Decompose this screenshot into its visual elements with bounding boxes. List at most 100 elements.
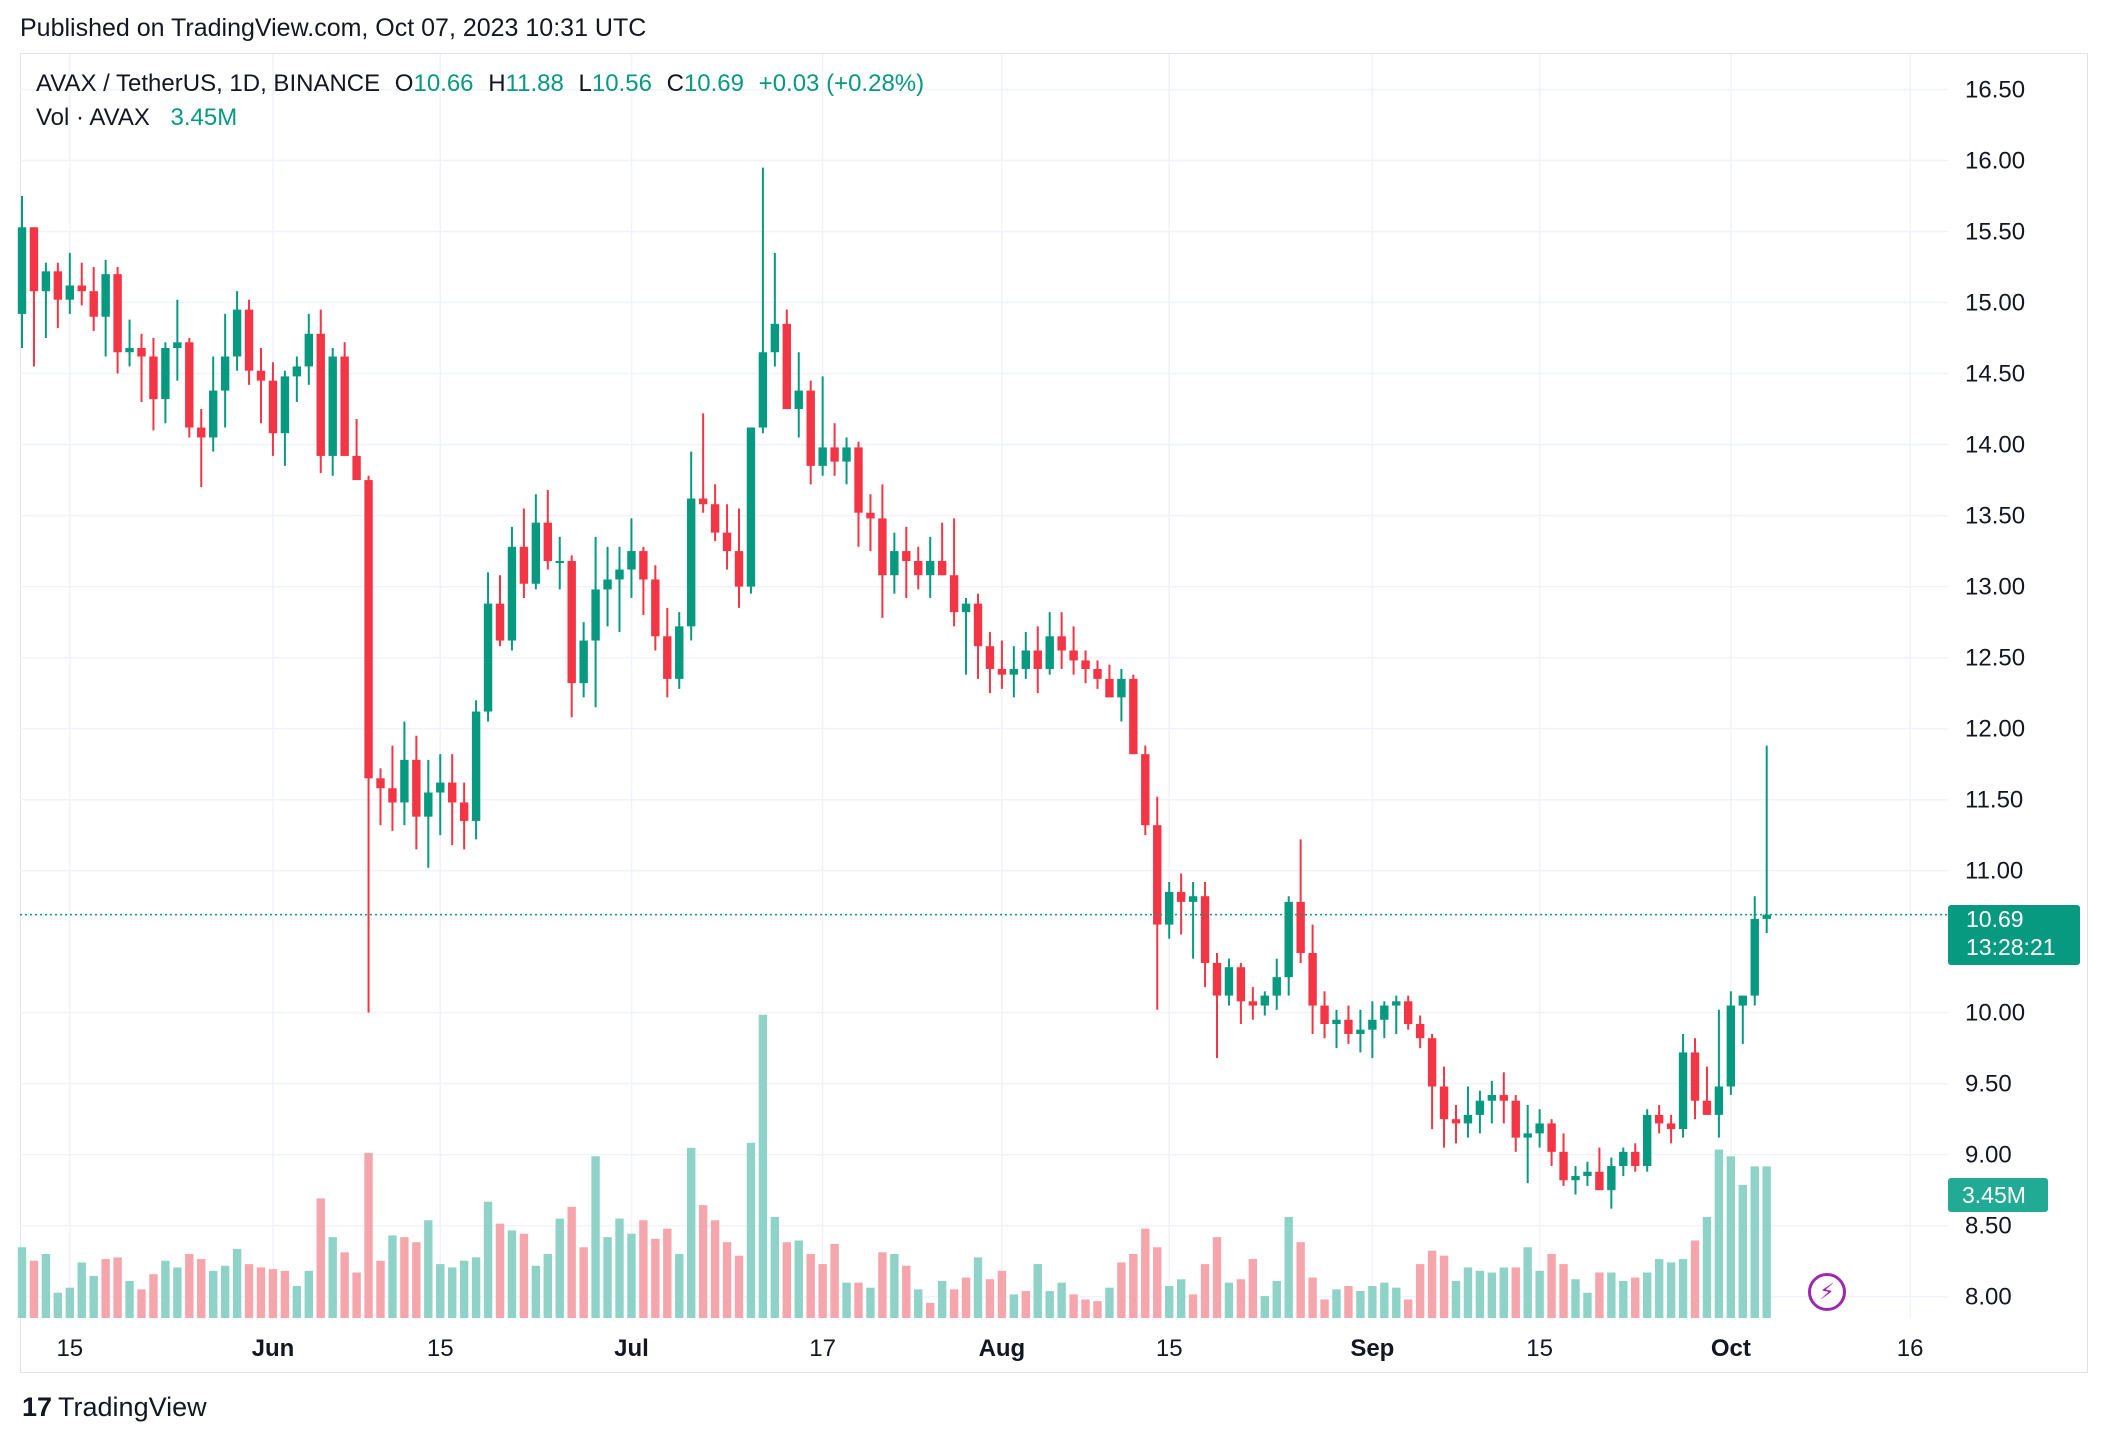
- volume-bar: [1093, 1301, 1102, 1318]
- candle-body: [1583, 1171, 1592, 1176]
- volume-bar: [340, 1252, 349, 1318]
- volume-bar: [1762, 1166, 1771, 1318]
- candle-body: [352, 455, 361, 481]
- candle-body: [1750, 918, 1759, 996]
- low-value: L10.56: [578, 70, 652, 97]
- candle-body: [412, 759, 421, 817]
- candle-body: [268, 380, 278, 434]
- volume-bar: [1248, 1259, 1258, 1318]
- time-tick-label: 17: [809, 1335, 836, 1362]
- volume-bar: [1415, 1264, 1425, 1318]
- candle-body: [1678, 1052, 1688, 1130]
- candle-body: [101, 274, 110, 317]
- volume-bar: [77, 1262, 86, 1318]
- volume-bar: [1738, 1184, 1747, 1318]
- volume-bar: [376, 1260, 385, 1318]
- symbol-legend: AVAX / TetherUS, 1D, BINANCE O10.66 H11.…: [36, 70, 932, 98]
- volume-bar: [1212, 1237, 1222, 1318]
- volume-legend-value: 3.45M: [170, 104, 238, 131]
- time-tick-label: Jul: [614, 1335, 649, 1362]
- volume-bar: [89, 1275, 98, 1318]
- candle-body: [567, 561, 576, 684]
- volume-bar: [232, 1248, 242, 1318]
- volume-bar: [29, 1260, 39, 1318]
- grid: [20, 54, 1948, 1318]
- price-tick-label: 10.00: [1965, 1000, 2025, 1027]
- candle-body: [376, 778, 385, 789]
- candle-body: [1666, 1123, 1676, 1130]
- candle-body: [1595, 1171, 1604, 1191]
- candle-body: [1487, 1095, 1497, 1101]
- volume-bar: [65, 1287, 74, 1318]
- candle-body: [1057, 636, 1066, 651]
- volume-bar: [627, 1233, 636, 1318]
- candles: [17, 167, 1771, 1209]
- volume-bar: [997, 1270, 1007, 1318]
- candle-body: [53, 271, 63, 300]
- candle-body: [459, 802, 469, 821]
- volume-bar: [1523, 1247, 1532, 1318]
- candle-body: [710, 504, 720, 533]
- volume-bar: [1284, 1216, 1293, 1318]
- volume-bar: [471, 1257, 481, 1318]
- candle-body: [507, 546, 517, 641]
- candle-body: [949, 575, 959, 613]
- candle-body: [543, 522, 552, 562]
- candle-body: [17, 227, 27, 314]
- candle-body: [29, 227, 39, 292]
- volume-bar: [1427, 1250, 1437, 1318]
- volume-bar: [1344, 1285, 1353, 1318]
- price-tick-label: 16.50: [1965, 77, 2025, 104]
- volume-bar: [17, 1247, 27, 1318]
- volume-bar: [1463, 1267, 1473, 1318]
- candle-body: [866, 512, 875, 519]
- candle-body: [698, 498, 708, 505]
- volume-bar: [1392, 1287, 1401, 1318]
- candle-body: [519, 546, 529, 584]
- price-tick-label: 13.00: [1965, 574, 2025, 601]
- candle-body: [926, 561, 935, 576]
- price-tick-label: 11.50: [1965, 787, 2023, 814]
- volume-bar: [280, 1270, 290, 1318]
- candle-body: [1356, 1029, 1365, 1034]
- price-tick-label: 12.50: [1965, 645, 2025, 672]
- candle-body: [173, 342, 182, 348]
- candle-body: [495, 603, 505, 641]
- bar-countdown: 13:28:21: [1966, 934, 2056, 960]
- candle-body: [1523, 1133, 1532, 1138]
- volume-bar: [1260, 1296, 1269, 1318]
- lightning-icon[interactable]: ⚡: [1808, 1273, 1846, 1311]
- volume-bar: [579, 1247, 588, 1318]
- volume-bar: [1475, 1270, 1485, 1318]
- candle-body: [65, 285, 74, 300]
- candle-body: [973, 603, 983, 647]
- footer-brand-name: TradingView: [58, 1392, 207, 1422]
- time-tick-label: 15: [56, 1335, 83, 1362]
- volume-bar: [1499, 1267, 1508, 1318]
- volume-bar: [1165, 1285, 1174, 1318]
- candle-body: [436, 782, 445, 793]
- candle-body: [197, 427, 206, 438]
- volume-bar: [1666, 1262, 1676, 1318]
- candle-body: [579, 640, 588, 684]
- volume-bar: [615, 1218, 624, 1318]
- candle-body: [125, 347, 134, 353]
- volume-bar: [507, 1230, 517, 1318]
- volume-bar: [1619, 1280, 1628, 1318]
- candle-body: [1153, 825, 1162, 925]
- candle-body: [651, 579, 660, 637]
- candle-body: [1463, 1114, 1473, 1124]
- candle-body: [1427, 1038, 1437, 1087]
- volume-bar: [137, 1289, 146, 1318]
- volume-bar: [1654, 1259, 1664, 1318]
- volume-bar: [675, 1253, 684, 1318]
- candle-body: [1451, 1119, 1461, 1124]
- price-tick-label: 9.50: [1965, 1071, 2012, 1098]
- price-tick-label: 13.50: [1965, 503, 2025, 530]
- volume-bar: [328, 1237, 337, 1318]
- volume-bar: [890, 1253, 899, 1318]
- volume-bar: [1595, 1272, 1604, 1318]
- volume-bar: [1308, 1277, 1317, 1318]
- volume-bar: [1296, 1242, 1305, 1318]
